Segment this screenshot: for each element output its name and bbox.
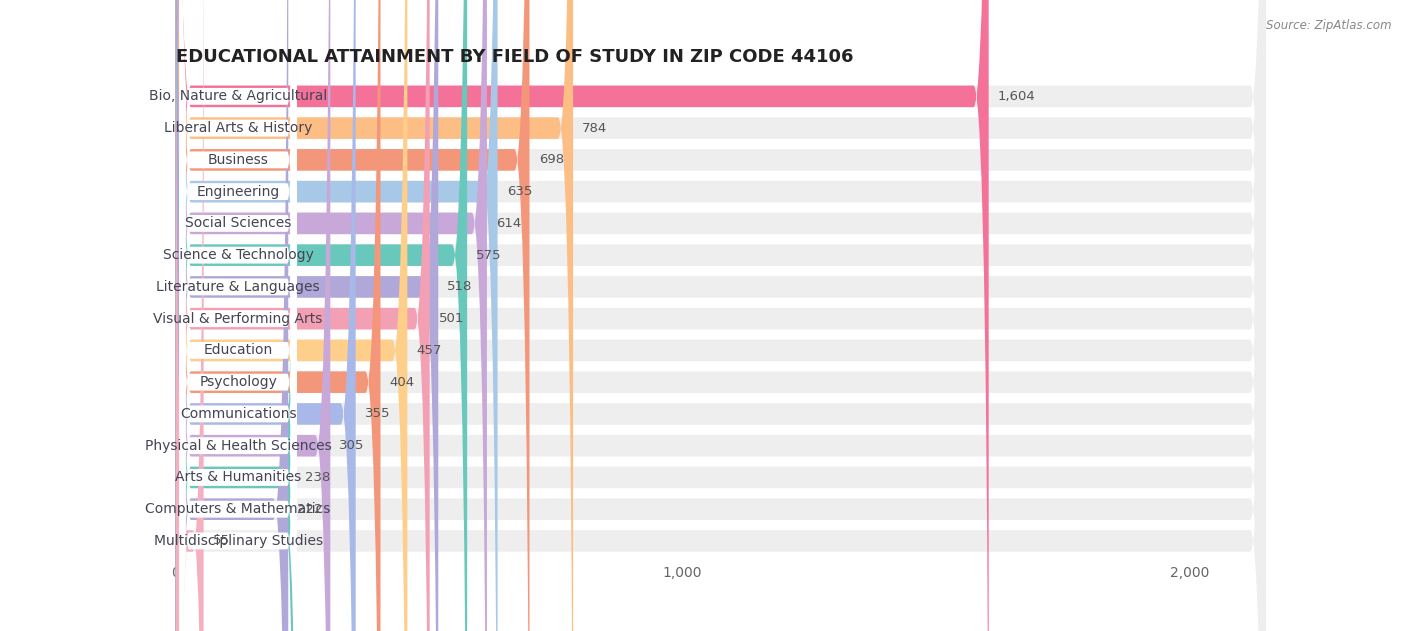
FancyBboxPatch shape xyxy=(176,0,1265,631)
FancyBboxPatch shape xyxy=(176,0,356,631)
Text: Bio, Nature & Agricultural: Bio, Nature & Agricultural xyxy=(149,90,328,103)
FancyBboxPatch shape xyxy=(176,0,381,631)
FancyBboxPatch shape xyxy=(176,0,1265,631)
FancyBboxPatch shape xyxy=(176,0,1265,631)
FancyBboxPatch shape xyxy=(176,0,498,631)
FancyBboxPatch shape xyxy=(176,0,1265,631)
Text: 1,604: 1,604 xyxy=(998,90,1036,103)
FancyBboxPatch shape xyxy=(176,0,1265,631)
Text: Visual & Performing Arts: Visual & Performing Arts xyxy=(153,312,323,326)
FancyBboxPatch shape xyxy=(176,0,297,631)
Text: 222: 222 xyxy=(298,503,323,516)
Text: 635: 635 xyxy=(506,185,531,198)
Text: Psychology: Psychology xyxy=(200,375,277,389)
FancyBboxPatch shape xyxy=(180,0,297,631)
Text: 518: 518 xyxy=(447,280,472,293)
FancyBboxPatch shape xyxy=(176,0,1265,631)
FancyBboxPatch shape xyxy=(180,0,297,631)
FancyBboxPatch shape xyxy=(180,0,297,631)
Text: Social Sciences: Social Sciences xyxy=(186,216,291,230)
Text: EDUCATIONAL ATTAINMENT BY FIELD OF STUDY IN ZIP CODE 44106: EDUCATIONAL ATTAINMENT BY FIELD OF STUDY… xyxy=(176,48,853,66)
Text: 305: 305 xyxy=(339,439,364,452)
FancyBboxPatch shape xyxy=(180,0,297,631)
FancyBboxPatch shape xyxy=(180,0,297,631)
Text: 784: 784 xyxy=(582,122,607,134)
Text: 238: 238 xyxy=(305,471,330,484)
Text: 55: 55 xyxy=(212,534,229,548)
Text: 404: 404 xyxy=(389,375,415,389)
FancyBboxPatch shape xyxy=(180,0,297,631)
Text: 575: 575 xyxy=(477,249,502,262)
FancyBboxPatch shape xyxy=(176,0,1265,631)
FancyBboxPatch shape xyxy=(176,0,439,631)
FancyBboxPatch shape xyxy=(176,0,1265,631)
FancyBboxPatch shape xyxy=(180,0,297,631)
FancyBboxPatch shape xyxy=(176,0,486,631)
Text: Multidisciplinary Studies: Multidisciplinary Studies xyxy=(153,534,322,548)
Text: 355: 355 xyxy=(364,408,391,420)
FancyBboxPatch shape xyxy=(176,0,574,631)
FancyBboxPatch shape xyxy=(176,0,1265,631)
FancyBboxPatch shape xyxy=(176,0,408,631)
Text: 614: 614 xyxy=(496,217,522,230)
FancyBboxPatch shape xyxy=(180,0,297,631)
Text: Source: ZipAtlas.com: Source: ZipAtlas.com xyxy=(1267,19,1392,32)
FancyBboxPatch shape xyxy=(180,0,297,631)
FancyBboxPatch shape xyxy=(176,0,1265,631)
Text: Education: Education xyxy=(204,343,273,357)
FancyBboxPatch shape xyxy=(176,0,1265,631)
FancyBboxPatch shape xyxy=(180,0,297,631)
FancyBboxPatch shape xyxy=(180,0,297,631)
FancyBboxPatch shape xyxy=(180,0,297,631)
FancyBboxPatch shape xyxy=(180,0,297,631)
Text: Literature & Languages: Literature & Languages xyxy=(156,280,321,294)
Text: Science & Technology: Science & Technology xyxy=(163,248,314,262)
Text: Computers & Mathematics: Computers & Mathematics xyxy=(145,502,330,516)
Text: 501: 501 xyxy=(439,312,464,325)
FancyBboxPatch shape xyxy=(176,0,530,631)
FancyBboxPatch shape xyxy=(176,0,467,631)
FancyBboxPatch shape xyxy=(176,0,1265,631)
Text: Engineering: Engineering xyxy=(197,185,280,199)
FancyBboxPatch shape xyxy=(176,0,988,631)
FancyBboxPatch shape xyxy=(176,0,330,631)
Text: Arts & Humanities: Arts & Humanities xyxy=(174,471,301,485)
FancyBboxPatch shape xyxy=(176,0,1265,631)
Text: Liberal Arts & History: Liberal Arts & History xyxy=(165,121,312,135)
FancyBboxPatch shape xyxy=(176,0,430,631)
FancyBboxPatch shape xyxy=(176,0,288,631)
FancyBboxPatch shape xyxy=(176,0,204,631)
FancyBboxPatch shape xyxy=(180,0,297,631)
Text: Communications: Communications xyxy=(180,407,297,421)
FancyBboxPatch shape xyxy=(176,0,1265,631)
Text: 698: 698 xyxy=(538,153,564,167)
Text: Business: Business xyxy=(208,153,269,167)
Text: Physical & Health Sciences: Physical & Health Sciences xyxy=(145,439,332,452)
FancyBboxPatch shape xyxy=(176,0,1265,631)
Text: 457: 457 xyxy=(416,344,441,357)
FancyBboxPatch shape xyxy=(180,0,297,631)
